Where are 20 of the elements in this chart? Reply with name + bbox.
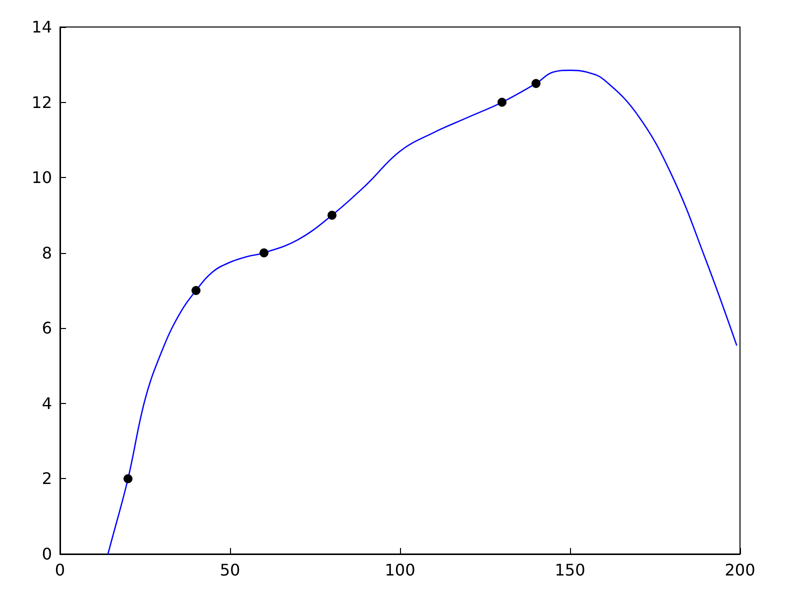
line-series (107, 70, 738, 555)
y-tick-label: 10 (32, 168, 52, 188)
y-tick-label: 8 (42, 243, 52, 262)
x-tick-label: 50 (220, 560, 240, 580)
y-tick-label: 6 (42, 318, 52, 338)
point (260, 248, 268, 258)
x-tick-label: 100 (384, 560, 416, 580)
point (328, 210, 336, 220)
x-tick-label: 0 (54, 560, 66, 580)
x-tick-label: 150 (554, 560, 586, 580)
x-tick-label: 200 (724, 560, 756, 580)
point (192, 286, 200, 295)
y-tick-label: 12 (32, 92, 52, 112)
point (532, 78, 540, 88)
point (498, 98, 506, 107)
point (124, 474, 132, 484)
y-tick-label: 4 (42, 394, 52, 413)
y-tick-label: 0 (42, 544, 52, 564)
y-tick-label: 14 (32, 18, 52, 36)
y-tick-label: 2 (42, 469, 52, 488)
